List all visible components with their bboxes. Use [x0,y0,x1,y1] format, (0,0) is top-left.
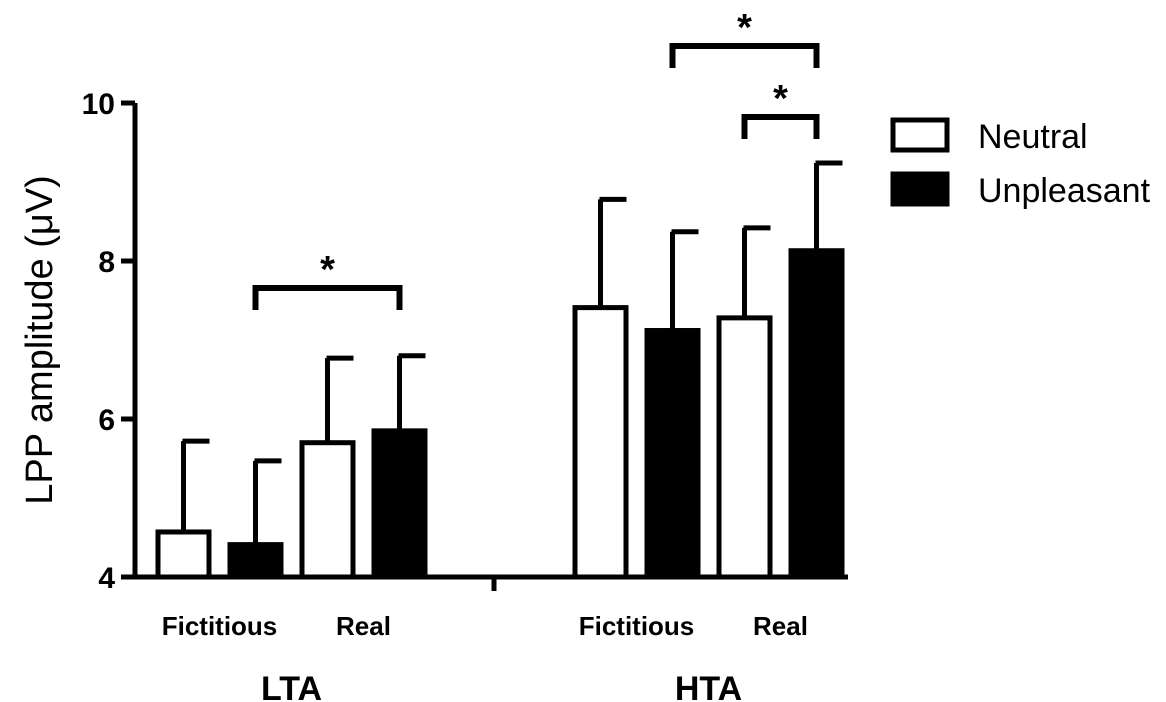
bar-lta-real-neutral [299,440,356,580]
group-label-lta: LTA [261,670,322,702]
significance-layer: * * * [252,7,820,310]
y-tick-label-10: 10 [82,88,115,121]
bar-hta-real-unpleasant [788,248,845,580]
bar-hta-fictitious-unpleasant [644,328,701,580]
bar-lta-fictitious-neutral [155,529,212,580]
legend-label-unpleasant: Unpleasant [978,172,1151,210]
y-tick-label-8: 8 [98,246,115,279]
legend: Neutral Unpleasant [890,117,1151,210]
x-labels: Fictitious Real LTA Fictitious Real HTA [162,577,808,702]
legend-label-neutral: Neutral [978,118,1088,156]
significance-bracket-3 [741,114,820,139]
axes [123,103,848,580]
bar-lta-fictitious-unpleasant [227,542,284,580]
bars-layer [155,160,845,580]
significance-bracket-1 [252,285,403,310]
legend-swatch-neutral [890,117,950,153]
y-tick-label-4: 4 [98,562,115,595]
y-axis-label: LPP amplitude (μV) [19,175,61,505]
condition-label-hta-real: Real [753,611,808,641]
significance-star-1: * [320,249,335,291]
bar-lta-real-unpleasant [371,428,428,580]
legend-swatch-unpleasant [890,171,950,207]
y-ticks: 4 6 8 10 [82,88,135,595]
condition-label-lta-real: Real [336,611,391,641]
bar-hta-fictitious-neutral [572,305,629,580]
significance-star-3: * [773,78,788,120]
bar-hta-real-neutral [716,315,773,580]
significance-bracket-2 [669,43,820,68]
condition-label-lta-fictitious: Fictitious [162,611,278,641]
y-tick-label-6: 6 [98,404,115,437]
condition-label-hta-fictitious: Fictitious [579,611,695,641]
group-label-hta: HTA [675,670,742,702]
significance-star-2: * [737,7,752,49]
